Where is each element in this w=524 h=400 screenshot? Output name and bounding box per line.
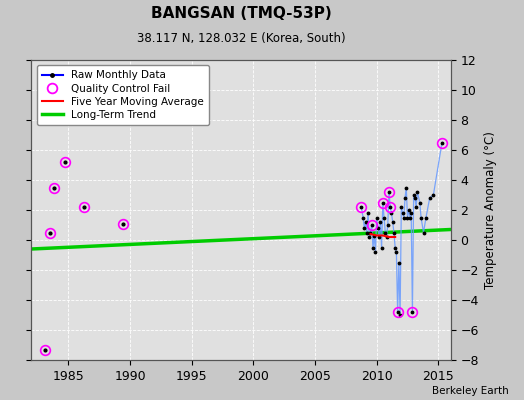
Text: Berkeley Earth: Berkeley Earth [432, 386, 508, 396]
Text: BANGSAN (TMQ-53P): BANGSAN (TMQ-53P) [151, 6, 331, 21]
Legend: Raw Monthly Data, Quality Control Fail, Five Year Moving Average, Long-Term Tren: Raw Monthly Data, Quality Control Fail, … [37, 65, 209, 125]
Text: 38.117 N, 128.032 E (Korea, South): 38.117 N, 128.032 E (Korea, South) [137, 32, 345, 45]
Y-axis label: Temperature Anomaly (°C): Temperature Anomaly (°C) [484, 131, 497, 289]
